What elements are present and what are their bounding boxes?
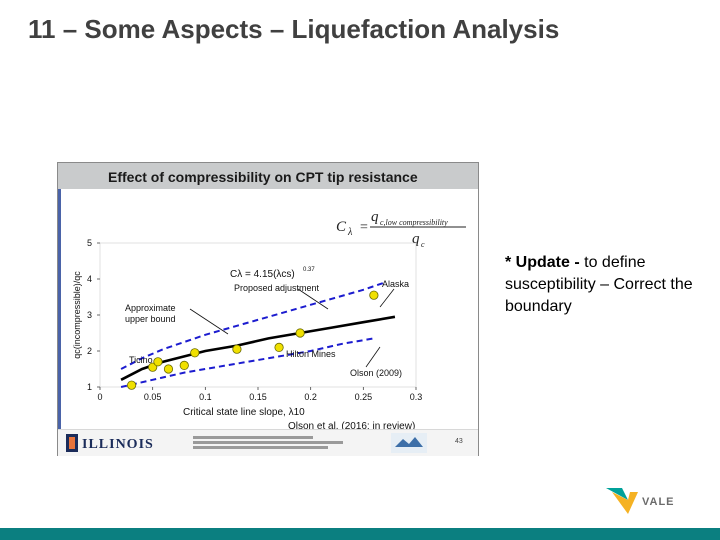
chart-figure: Effect of compressibility on CPT tip res…: [57, 162, 479, 456]
figure-page-number: 43: [455, 438, 463, 445]
conference-logo: [391, 433, 427, 453]
figure-header: Effect of compressibility on CPT tip res…: [58, 163, 478, 189]
y-tick-label: 5: [87, 238, 92, 248]
slide-title: 11 – Some Aspects – Liquefaction Analysi…: [28, 14, 560, 44]
data-point-9: [369, 290, 379, 300]
liquefaction-chart: C λ = q c,low compressibility q c 0 0.05 0…: [72, 209, 466, 429]
x-tick-label: 0.1: [199, 392, 212, 402]
upper-bound-leader: [189, 308, 229, 335]
formula-numerator-sub: c,low compressibility: [380, 218, 448, 227]
olson-leader: [365, 346, 381, 368]
annotation-alaska: Alaska: [382, 279, 409, 289]
vale-logo: [606, 488, 638, 514]
formula-lhs: C: [336, 219, 347, 235]
data-point-0: [127, 380, 137, 390]
x-tick-label: 0.25: [355, 392, 373, 402]
annotation-proposed: Proposed adjustment: [234, 283, 320, 293]
footer-line-2: [193, 441, 343, 444]
chart-points: [127, 290, 379, 390]
x-tick-label: 0.15: [249, 392, 267, 402]
illinois-logo-text: ILLINOIS: [82, 437, 154, 452]
formula-lhs-sub: λ: [347, 227, 353, 238]
formula-equals: =: [360, 220, 368, 235]
formula-denominator-sub: c: [421, 240, 425, 249]
vale-logo-yellow: [612, 492, 638, 514]
figure-side-accent: [58, 189, 61, 429]
y-axis-label: qc(incompressible)/qc: [72, 271, 82, 359]
data-point-2: [153, 357, 163, 367]
data-point-8: [295, 328, 305, 338]
annotation-upper-bound-l1: Approximate: [125, 303, 176, 313]
x-tick-label: 0.3: [410, 392, 423, 402]
annotation-hilton: Hilton Mines: [286, 349, 336, 359]
footer-line-3: [193, 446, 328, 449]
annotation-ticino: Ticino: [129, 355, 153, 365]
y-tick-label: 4: [87, 274, 92, 284]
vale-logo-green: [606, 488, 628, 500]
update-note-body: to define susceptibility – Correct the b…: [505, 254, 693, 315]
chart-annotations: Cλ = 4.15(λcs) 0.37 Proposed adjustment …: [125, 267, 415, 429]
data-point-3: [163, 364, 174, 374]
footer-line-1: [193, 436, 313, 439]
update-note: * Update - to define susceptibility – Co…: [505, 252, 705, 318]
x-axis-label: Critical state line slope, λ10: [183, 407, 305, 418]
x-tick-label: 0: [97, 392, 102, 402]
formula-numerator: q: [371, 209, 379, 225]
annotation-olson: Olson (2009): [350, 368, 402, 378]
figure-title: Effect of compressibility on CPT tip res…: [108, 169, 418, 185]
annotation-equation: Cλ = 4.15(λcs): [230, 269, 295, 280]
alaska-leader: [379, 288, 395, 308]
formula: C λ = q c,low compressibility q c: [336, 209, 466, 249]
chart-axes: 0 0.05 0.1 0.15 0.2 0.25 0.3 1 2 3 4 5 Critical stat…: [72, 238, 422, 418]
figure-footer: ILLINOIS 43: [58, 429, 478, 456]
data-point-5: [190, 348, 200, 358]
y-tick-label: 3: [87, 310, 92, 320]
formula-denominator: q: [412, 231, 420, 247]
annotation-citation: Olson et al. (2016; in review): [288, 421, 415, 429]
annotation-equation-exponent: 0.37: [303, 267, 315, 273]
illinois-logo: ILLINOIS: [66, 434, 154, 452]
bottom-accent-bar: [0, 528, 720, 540]
vale-brand-text: VALE: [642, 496, 675, 508]
x-tick-label: 0.05: [144, 392, 162, 402]
y-tick-label: 1: [87, 382, 92, 392]
series-line-2: [120, 337, 375, 388]
annotation-upper-bound-l2: upper bound: [125, 314, 176, 324]
data-point-4: [179, 360, 189, 370]
x-tick-label: 0.2: [304, 392, 317, 402]
update-note-prefix: * Update -: [505, 254, 585, 271]
data-point-6: [232, 344, 242, 354]
series-line-1: [120, 281, 385, 370]
data-point-7: [274, 342, 284, 352]
proposed-leader: [297, 288, 329, 310]
y-tick-label: 2: [87, 346, 92, 356]
